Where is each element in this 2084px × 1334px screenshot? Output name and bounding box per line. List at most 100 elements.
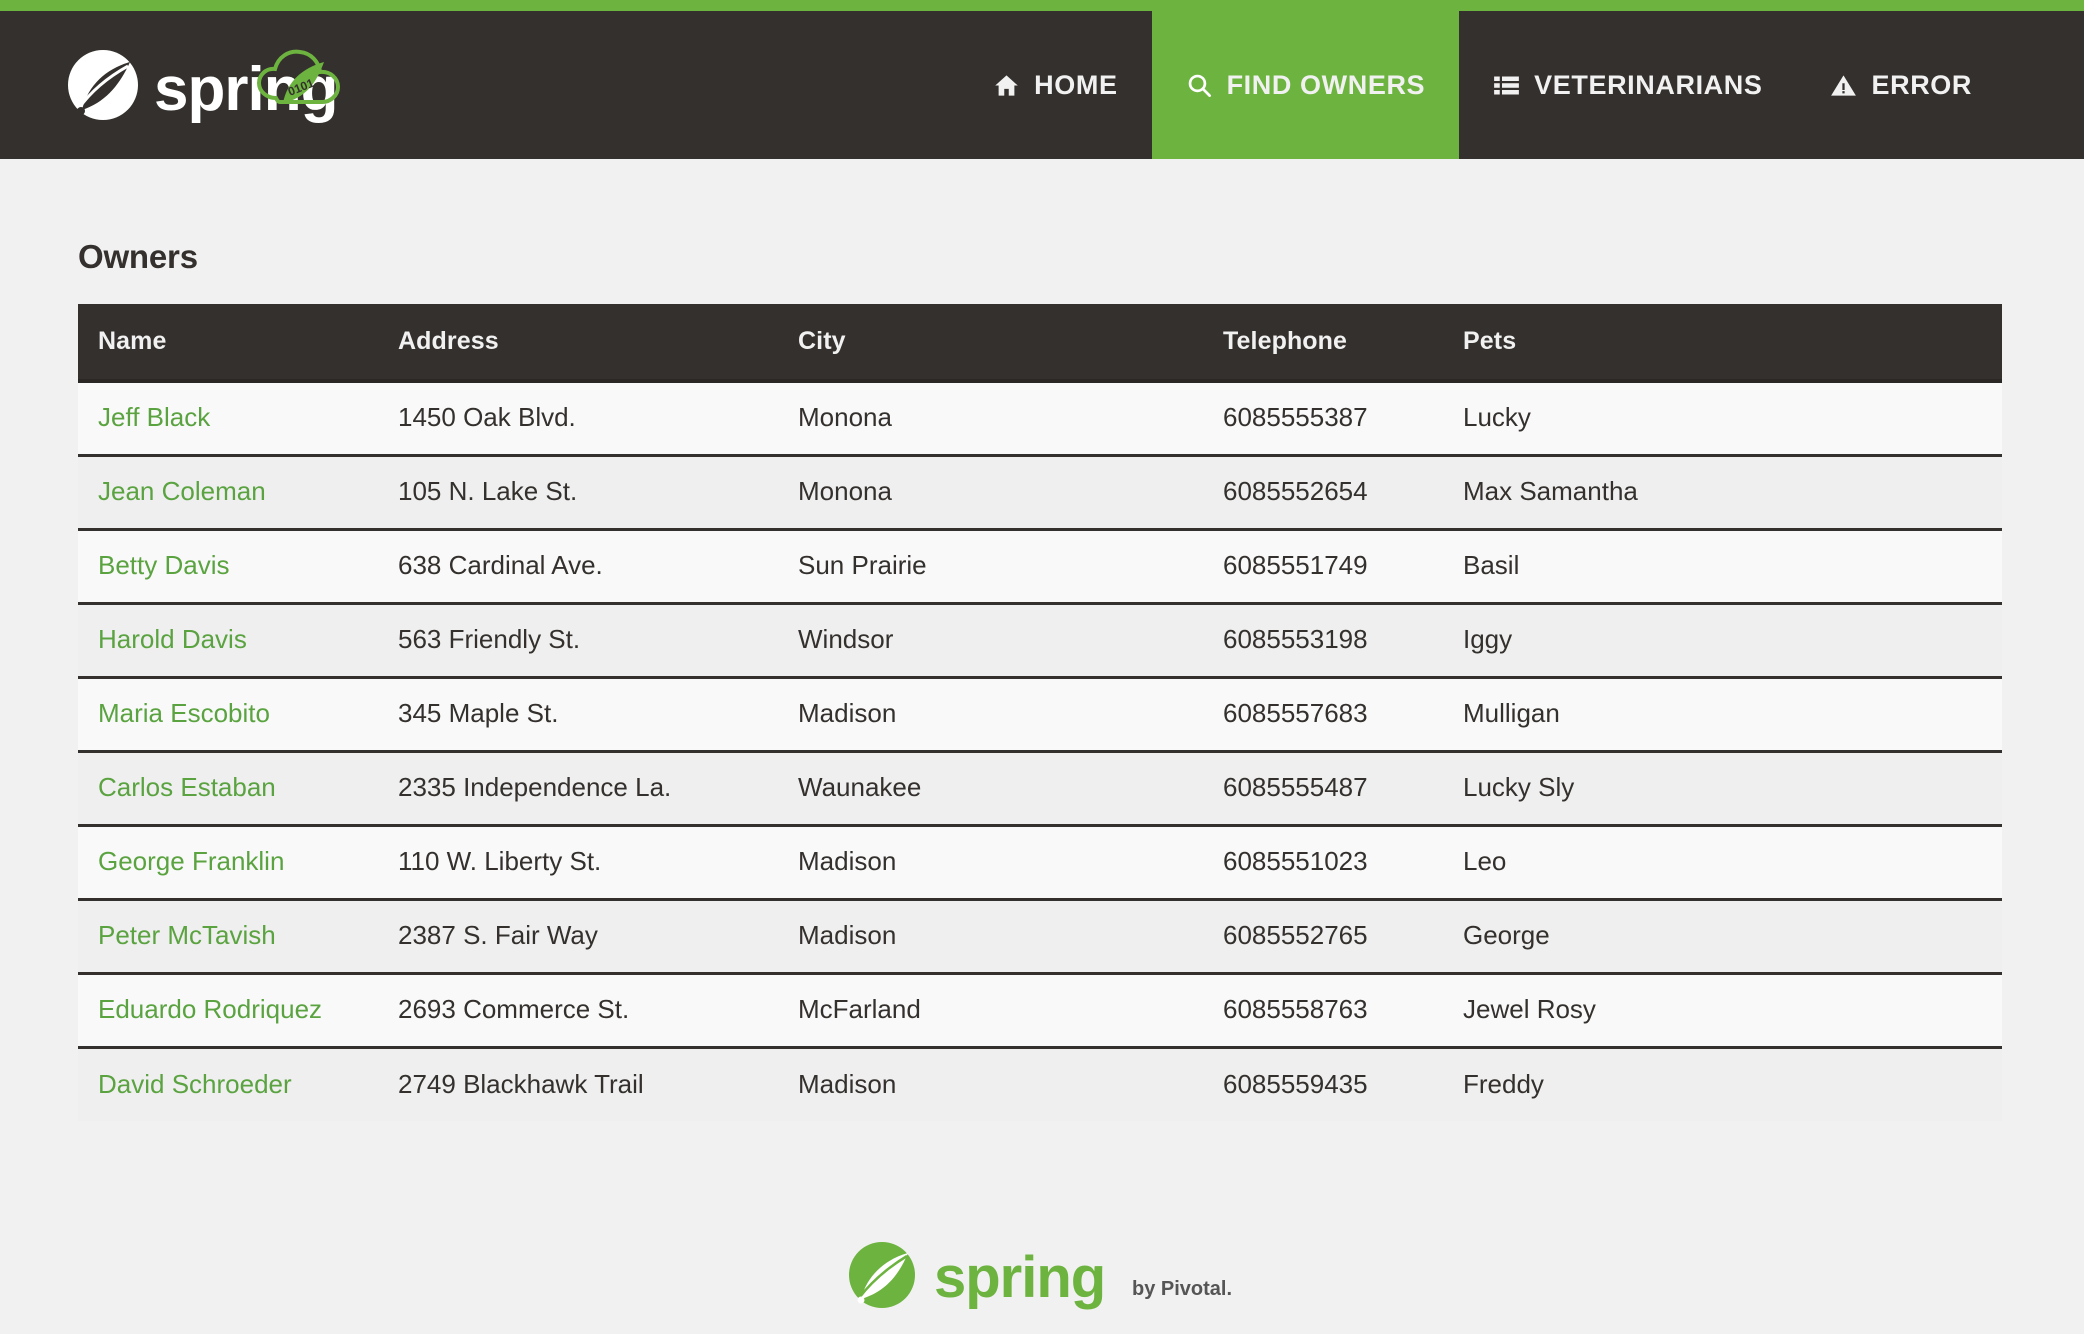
cell-city: Windsor	[778, 601, 1203, 677]
cell-telephone: 6085559435	[1203, 1045, 1443, 1121]
cell-pets: Lucky	[1443, 381, 2002, 455]
cell-pets: Mulligan	[1443, 675, 2002, 751]
cell-pets: Max Samantha	[1443, 453, 2002, 529]
cell-pets-text: Basil	[1463, 550, 1520, 580]
nav-item-home-label: HOME	[1034, 69, 1118, 100]
cell-address: 2693 Commerce St.	[378, 971, 778, 1047]
table-row: Jean Coleman 105 N. Lake St. Monona 6085552…	[78, 453, 2002, 529]
cell-pets: Jewel Rosy	[1443, 971, 2002, 1047]
nav-item-find-owners[interactable]: FIND OWNERS	[1151, 11, 1460, 159]
cell-address-text: 2335 Independence La.	[398, 772, 672, 802]
main-content: Owners Name Address City Telephone Pets …	[0, 238, 2084, 1313]
table-row: Harold Davis 563 Friendly St. Windsor 60855…	[78, 601, 2002, 677]
cell-telephone: 6085555487	[1203, 749, 1443, 825]
owners-table-head: Name Address City Telephone Pets	[78, 304, 2002, 383]
cell-city-text: Monona	[798, 402, 892, 433]
cell-address-text: 638 Cardinal Ave.	[398, 550, 603, 580]
cell-telephone: 6085557683	[1203, 675, 1443, 751]
cell-address: 638 Cardinal Ave.	[378, 527, 778, 603]
owner-detail-link[interactable]: Carlos Estaban	[98, 772, 276, 802]
cell-telephone: 6085552654	[1203, 453, 1443, 529]
cell-address: 563 Friendly St.	[378, 601, 778, 677]
cell-city-text: Madison	[798, 698, 897, 728]
main-navbar: spring 0101 HOME	[0, 11, 2084, 159]
brand-home-link[interactable]: spring 0101	[0, 11, 410, 159]
spring-logo: spring 0101	[68, 49, 341, 124]
owner-detail-link[interactable]: Jean Coleman	[98, 476, 266, 506]
cell-telephone: 6085558763	[1203, 971, 1443, 1047]
cell-address-text: 563 Friendly St.	[398, 624, 581, 654]
owner-detail-link[interactable]: Eduardo Rodriquez	[98, 994, 323, 1024]
cell-address-text: 110 W. Liberty St.	[398, 846, 602, 876]
cell-city-text: Sun Prairie	[798, 550, 927, 580]
column-header-pets: Pets	[1443, 304, 2002, 383]
nav-item-error[interactable]: ERROR	[1796, 11, 2006, 159]
svg-text:spring: spring	[934, 1245, 1105, 1310]
owner-detail-link[interactable]: Maria Escobito	[98, 698, 270, 728]
cell-city-text: Monona	[798, 476, 892, 506]
owner-detail-link[interactable]: Jeff Black	[98, 402, 211, 433]
cell-city-text: Madison	[798, 920, 897, 950]
cell-city: Madison	[778, 897, 1203, 973]
cell-telephone-text: 6085555487	[1223, 772, 1368, 802]
cell-telephone-text: 6085552654	[1223, 476, 1368, 506]
cell-city-text: Madison	[798, 846, 897, 876]
cell-address: 2335 Independence La.	[378, 749, 778, 825]
table-header-row: Name Address City Telephone Pets	[78, 304, 2002, 383]
owners-table: Name Address City Telephone Pets Jeff Bl…	[78, 304, 2002, 1121]
cell-address-text: 2693 Commerce St.	[398, 994, 630, 1024]
nav-item-veterinarians-label: VETERINARIANS	[1534, 69, 1763, 100]
cell-name: Jeff Black	[78, 381, 378, 455]
cell-address-text: 2387 S. Fair Way	[398, 920, 598, 950]
cell-address-text: 2749 Blackhawk Trail	[398, 1068, 644, 1099]
cell-name: George Franklin	[78, 823, 378, 899]
cell-name: David Schroeder	[78, 1045, 378, 1121]
warning-triangle-icon	[1830, 72, 1857, 99]
top-accent-stripe	[0, 0, 2084, 11]
owner-detail-link[interactable]: Betty Davis	[98, 550, 230, 580]
cell-address: 2749 Blackhawk Trail	[378, 1045, 778, 1121]
owner-detail-link[interactable]: George Franklin	[98, 846, 285, 876]
column-header-telephone: Telephone	[1203, 304, 1443, 383]
cell-name: Eduardo Rodriquez	[78, 971, 378, 1047]
nav-item-veterinarians[interactable]: VETERINARIANS	[1459, 11, 1796, 159]
cell-telephone-text: 6085559435	[1223, 1068, 1368, 1099]
cell-pets-text: Leo	[1463, 846, 1507, 876]
cell-name: Betty Davis	[78, 527, 378, 603]
cell-telephone: 6085553198	[1203, 601, 1443, 677]
cell-pets: Iggy	[1443, 601, 2002, 677]
cell-pets-text: Lucky	[1463, 402, 1531, 433]
owner-detail-link[interactable]: David Schroeder	[98, 1068, 292, 1099]
cell-city: McFarland	[778, 971, 1203, 1047]
svg-text:by Pivotal.: by Pivotal.	[1132, 1278, 1232, 1300]
cell-pets-text: Freddy	[1463, 1068, 1544, 1099]
cell-pets: George	[1443, 897, 2002, 973]
cell-address-text: 105 N. Lake St.	[398, 476, 578, 506]
table-row: Betty Davis 638 Cardinal Ave. Sun Prairie 6…	[78, 527, 2002, 603]
owners-table-body: Jeff Black 1450 Oak Blvd. Monona 6085555387…	[78, 381, 2002, 1121]
cell-city-text: Waunakee	[798, 772, 922, 802]
nav-spacer	[410, 11, 959, 159]
table-row: David Schroeder 2749 Blackhawk Trail Madis…	[78, 1045, 2002, 1121]
cell-pets-text: Lucky Sly	[1463, 772, 1575, 802]
cell-city-text: Madison	[798, 1068, 897, 1099]
column-header-city: City	[778, 304, 1203, 383]
cell-city: Waunakee	[778, 749, 1203, 825]
cell-city: Sun Prairie	[778, 527, 1203, 603]
cell-telephone-text: 6085551749	[1223, 550, 1368, 580]
cell-address-text: 1450 Oak Blvd.	[398, 402, 576, 433]
nav-item-find-owners-label: FIND OWNERS	[1226, 69, 1426, 100]
cell-name: Jean Coleman	[78, 453, 378, 529]
cell-pets-text: Iggy	[1463, 624, 1513, 654]
spring-by-pivotal-logo: spring by Pivotal.	[849, 1242, 1232, 1310]
owner-detail-link[interactable]: Harold Davis	[98, 624, 247, 654]
cell-name: Maria Escobito	[78, 675, 378, 751]
table-row: Peter McTavish 2387 S. Fair Way Madison 608…	[78, 897, 2002, 973]
cell-name: Harold Davis	[78, 601, 378, 677]
table-row: Maria Escobito 345 Maple St. Madison 608555…	[78, 675, 2002, 751]
table-row: George Franklin 110 W. Liberty St. Madison…	[78, 823, 2002, 899]
owner-detail-link[interactable]: Peter McTavish	[98, 920, 276, 950]
nav-item-home[interactable]: HOME	[959, 11, 1151, 159]
cell-address-text: 345 Maple St.	[398, 698, 559, 728]
cell-telephone-text: 6085558763	[1223, 994, 1368, 1024]
